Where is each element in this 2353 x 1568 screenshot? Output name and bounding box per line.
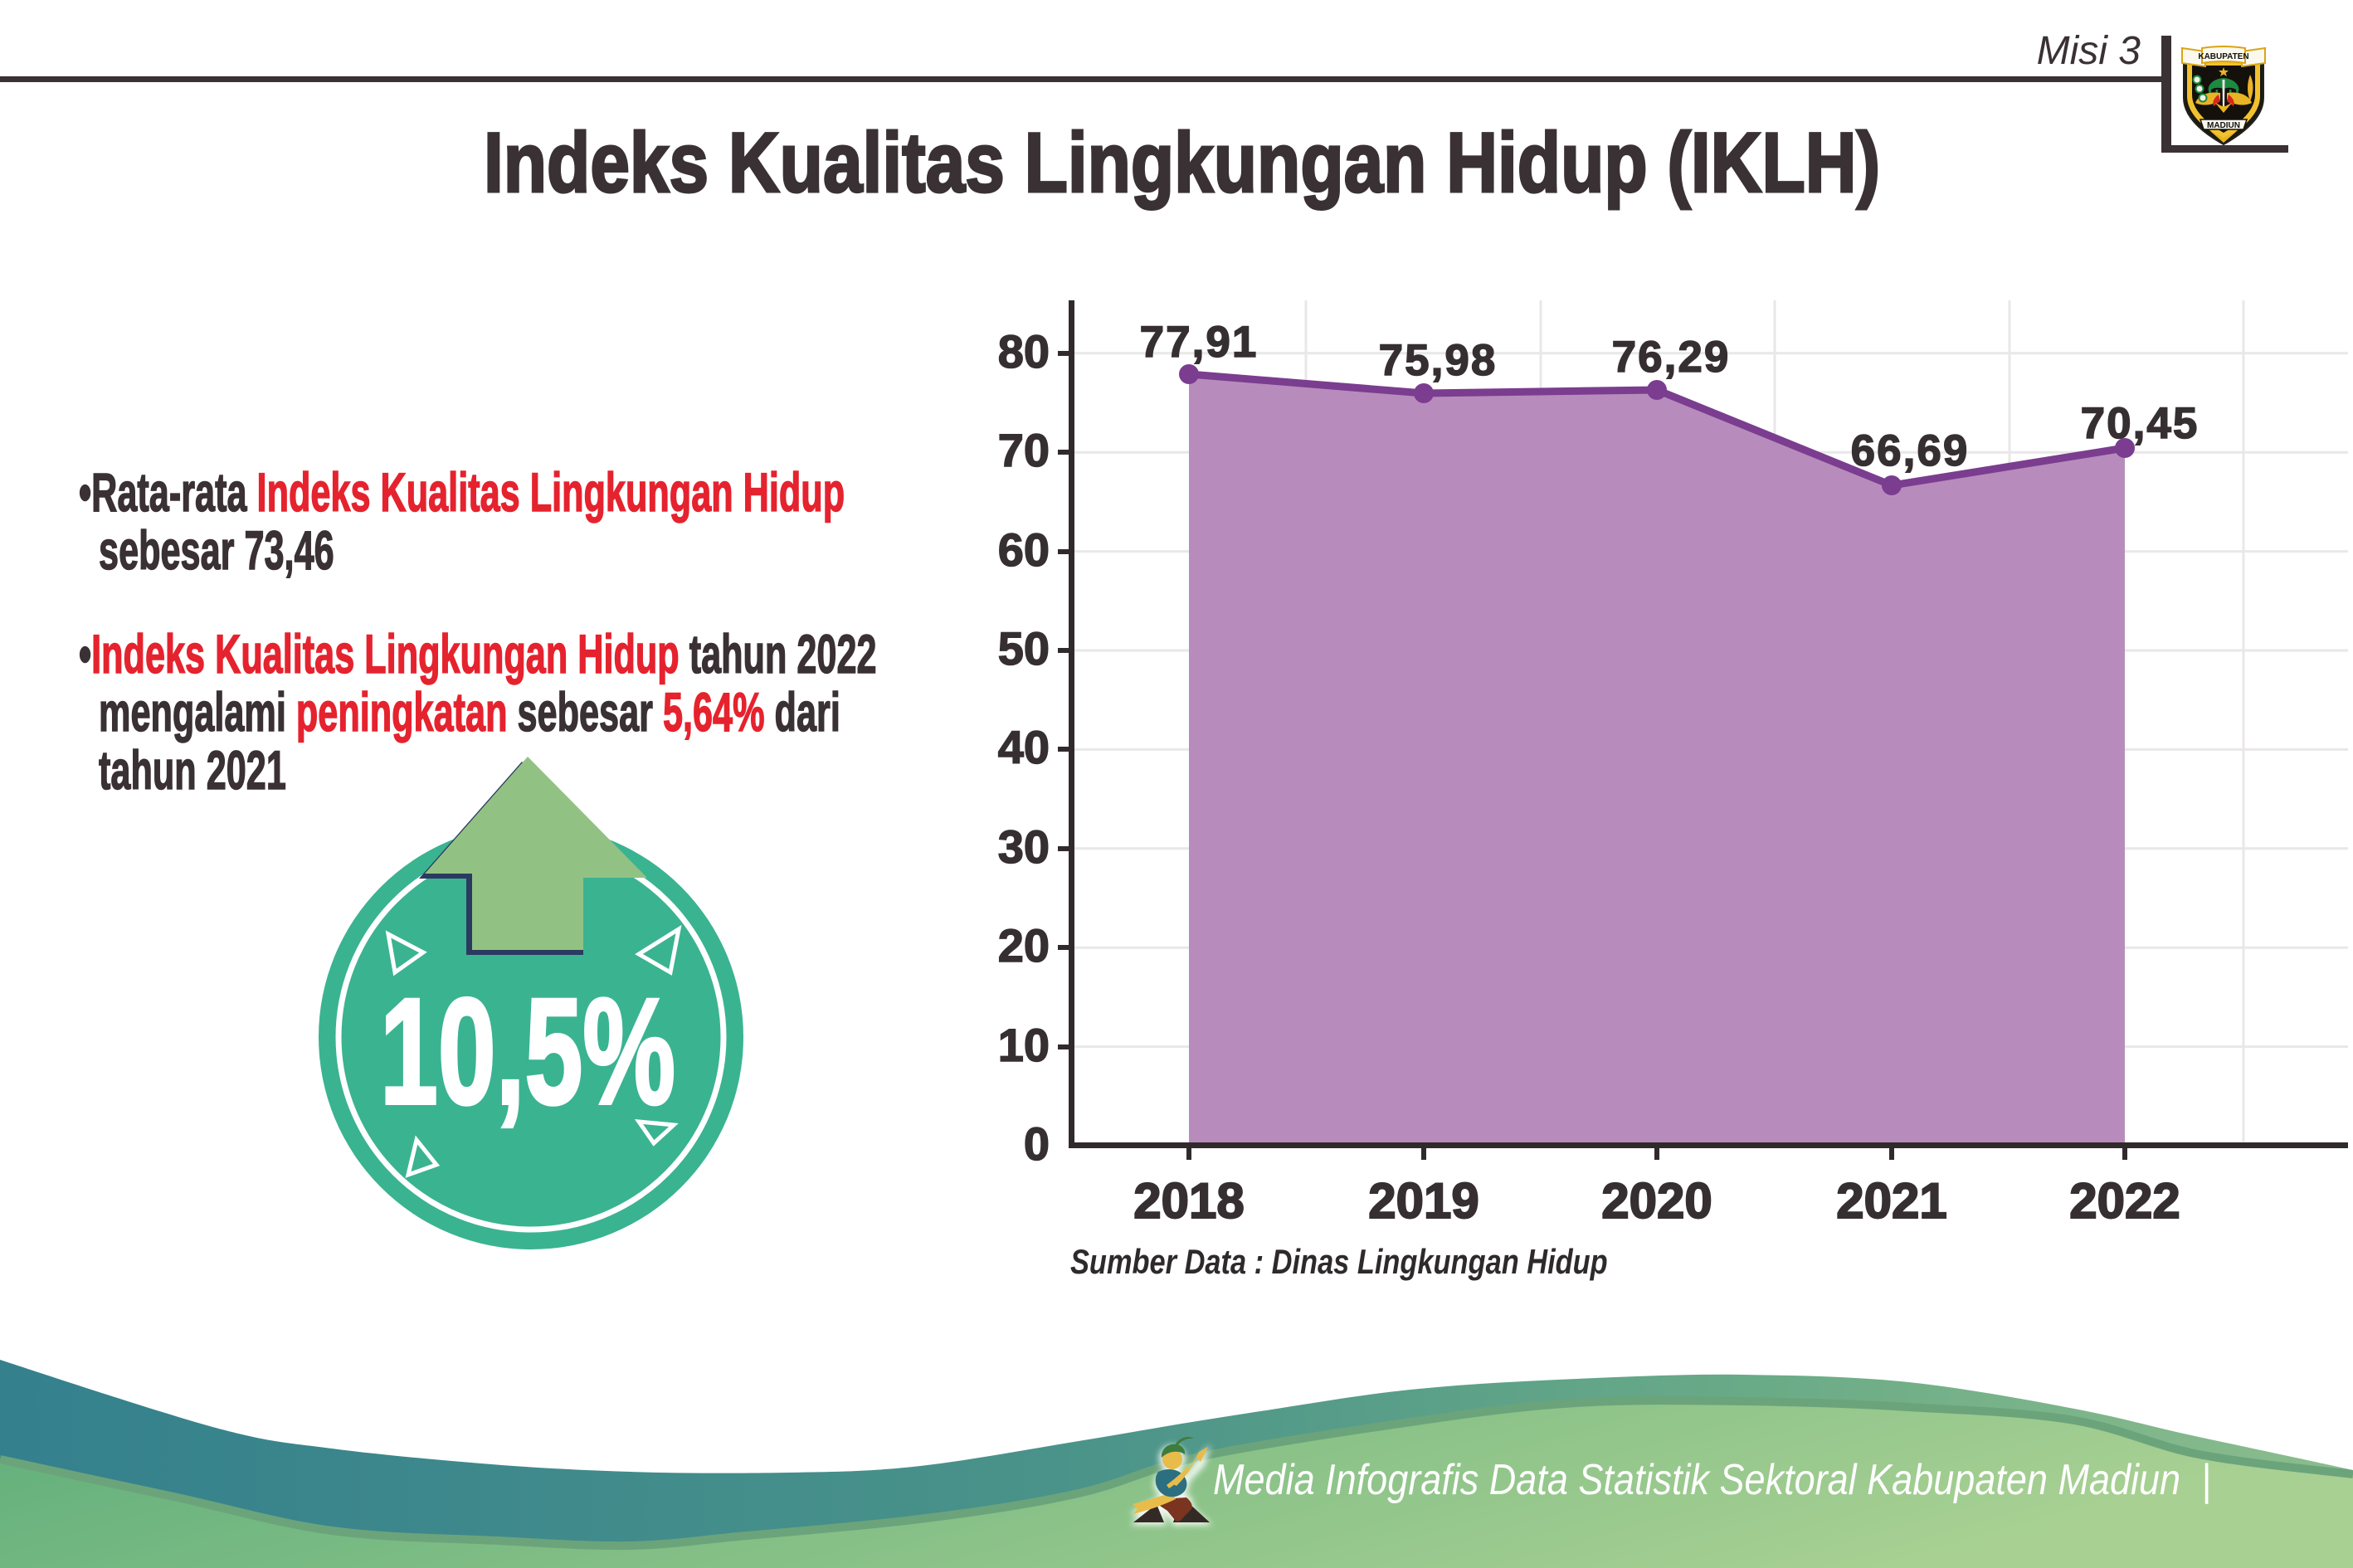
svg-text:2019: 2019 bbox=[1368, 1173, 1479, 1229]
svg-text:2021: 2021 bbox=[1836, 1173, 1946, 1229]
svg-text:KABUPATEN: KABUPATEN bbox=[2198, 52, 2248, 61]
svg-text:2020: 2020 bbox=[1601, 1173, 1712, 1229]
svg-text:2018: 2018 bbox=[1133, 1173, 1244, 1229]
svg-text:60: 60 bbox=[998, 523, 1050, 576]
svg-text:30: 30 bbox=[998, 821, 1050, 873]
svg-text:70: 70 bbox=[998, 424, 1050, 476]
svg-text:66,69: 66,69 bbox=[1851, 426, 1970, 475]
svg-text:20: 20 bbox=[998, 919, 1050, 971]
svg-text:Media Infografis Data Statisti: Media Infografis Data Statistik Sektoral… bbox=[1213, 1456, 2211, 1504]
svg-text:Sumber Data : Dinas Lingkungan: Sumber Data : Dinas Lingkungan Hidup bbox=[1070, 1243, 1608, 1282]
svg-text:10,5%: 10,5% bbox=[380, 967, 675, 1137]
svg-text:77,91: 77,91 bbox=[1140, 318, 1259, 367]
svg-text:76,29: 76,29 bbox=[1612, 333, 1731, 382]
svg-text:75,98: 75,98 bbox=[1379, 336, 1498, 385]
svg-text:10: 10 bbox=[998, 1019, 1050, 1071]
svg-text:MADIUN: MADIUN bbox=[2207, 121, 2240, 130]
svg-text:0: 0 bbox=[1024, 1118, 1050, 1170]
svg-text:70,45: 70,45 bbox=[2081, 399, 2200, 448]
svg-text:2022: 2022 bbox=[2069, 1173, 2180, 1229]
svg-text:80: 80 bbox=[998, 325, 1050, 377]
svg-text:50: 50 bbox=[998, 622, 1050, 674]
svg-text:40: 40 bbox=[998, 721, 1050, 773]
